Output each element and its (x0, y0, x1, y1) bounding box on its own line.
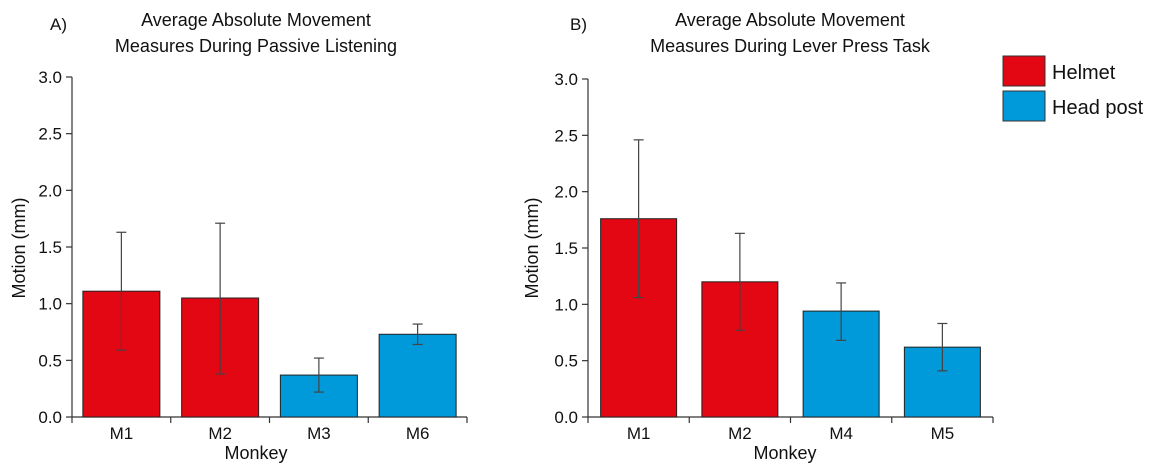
chart-panel-a: A) Average Absolute Movement Measures Du… (9, 10, 468, 463)
y-tick-label: 0.5 (554, 352, 578, 371)
plot-area: 0.0 0.5 1.0 1.5 2.0 2.5 3.0 M1 M2 M3 M6 (38, 68, 468, 443)
chart-title-line2: Measures During Lever Press Task (650, 36, 931, 56)
x-axis-label: Monkey (753, 443, 816, 463)
x-tick-label: M1 (627, 424, 651, 443)
x-tick-label: M2 (208, 424, 232, 443)
bar-m6 (378, 333, 457, 418)
x-tick-label: M4 (829, 424, 853, 443)
panel-label: A) (50, 15, 67, 34)
panel-label: B) (570, 15, 587, 34)
y-tick-label: 1.0 (38, 295, 62, 314)
y-tick-label: 2.0 (38, 181, 62, 200)
y-tick-label: 2.5 (554, 126, 578, 145)
chart-panel-b: B) Average Absolute Movement Measures Du… (522, 10, 994, 463)
y-tick-label: 1.5 (38, 238, 62, 257)
legend-swatch-head-post (1002, 90, 1046, 122)
y-tick-label: 2.0 (554, 183, 578, 202)
x-tick-label: M6 (406, 424, 430, 443)
plot-area: 0.0 0.5 1.0 1.5 2.0 2.5 3.0 M1 M2 M4 M5 (554, 70, 994, 443)
y-tick-label: 3.0 (554, 70, 578, 89)
y-tick-label: 0.5 (38, 351, 62, 370)
legend-label-head-post: Head post (1052, 97, 1144, 119)
y-tick-label: 1.0 (554, 295, 578, 314)
y-tick-label: 1.5 (554, 239, 578, 258)
legend-swatch-helmet (1002, 55, 1046, 87)
x-tick-label: M3 (307, 424, 331, 443)
y-tick-label: 0.0 (554, 408, 578, 427)
chart-title-line1: Average Absolute Movement (141, 10, 371, 30)
y-axis-label: Motion (mm) (9, 197, 29, 298)
y-tick-label: 3.0 (38, 68, 62, 87)
legend: Helmet Head post (1002, 55, 1144, 122)
x-tick-label: M5 (931, 424, 955, 443)
y-axis-label: Motion (mm) (522, 197, 542, 298)
chart-title-line2: Measures During Passive Listening (115, 36, 397, 56)
y-tick-label: 2.5 (38, 125, 62, 144)
x-axis-label: Monkey (224, 443, 287, 463)
y-tick-label: 0.0 (38, 408, 62, 427)
chart-title-line1: Average Absolute Movement (675, 10, 905, 30)
legend-label-helmet: Helmet (1052, 62, 1116, 84)
x-tick-label: M1 (110, 424, 134, 443)
x-tick-label: M2 (728, 424, 752, 443)
